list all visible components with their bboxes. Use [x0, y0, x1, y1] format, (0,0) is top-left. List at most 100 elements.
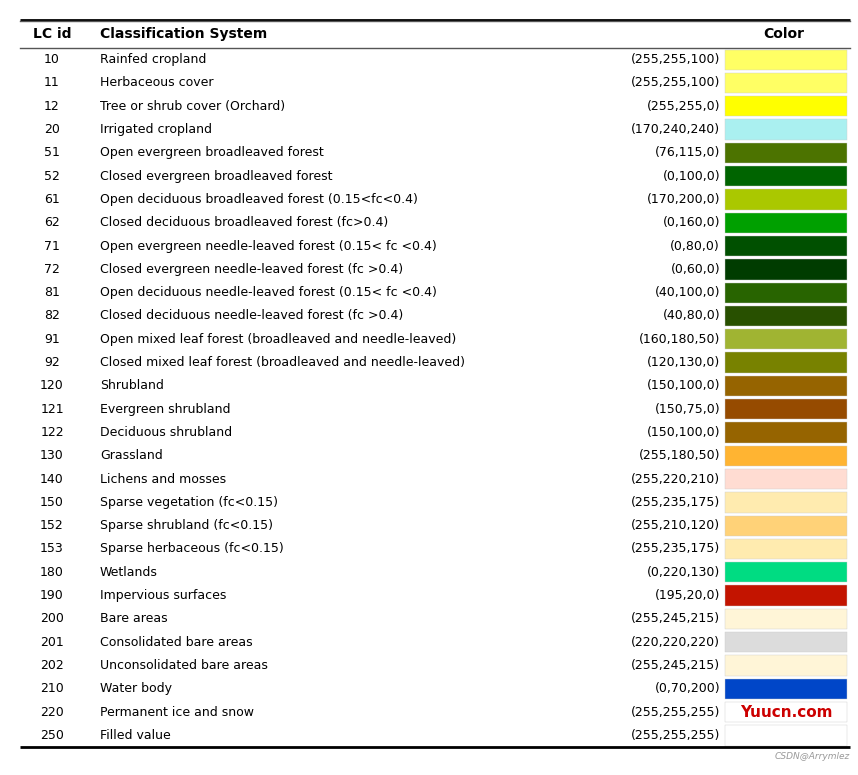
Text: (255,235,175): (255,235,175) [631, 496, 720, 509]
Bar [725, 656, 847, 676]
Bar [725, 469, 847, 489]
Bar [725, 236, 847, 257]
Text: Wetlands: Wetlands [100, 566, 158, 579]
Text: (255,180,50): (255,180,50) [638, 449, 720, 462]
Text: Open deciduous needle-leaved forest (0.15< fc <0.4): Open deciduous needle-leaved forest (0.1… [100, 286, 437, 299]
Text: (0,220,130): (0,220,130) [647, 566, 720, 579]
Text: Sparse vegetation (fc<0.15): Sparse vegetation (fc<0.15) [100, 496, 278, 509]
Bar [725, 725, 847, 746]
Bar [725, 166, 847, 186]
Text: (220,220,220): (220,220,220) [631, 636, 720, 649]
Bar [725, 632, 847, 653]
Text: 220: 220 [40, 705, 63, 718]
Bar [725, 399, 847, 419]
Text: Unconsolidated bare areas: Unconsolidated bare areas [100, 659, 268, 672]
Text: (76,115,0): (76,115,0) [655, 146, 720, 160]
Text: 150: 150 [40, 496, 64, 509]
Text: 210: 210 [40, 682, 63, 695]
Text: Permanent ice and snow: Permanent ice and snow [100, 705, 254, 718]
Text: Impervious surfaces: Impervious surfaces [100, 589, 227, 602]
Bar [725, 329, 847, 350]
Text: Yuucn.com: Yuucn.com [740, 704, 832, 719]
Text: (255,255,0): (255,255,0) [646, 100, 720, 112]
Text: (160,180,50): (160,180,50) [638, 332, 720, 346]
Text: Lichens and mosses: Lichens and mosses [100, 473, 227, 486]
Text: 153: 153 [40, 542, 63, 556]
Text: Consolidated bare areas: Consolidated bare areas [100, 636, 252, 649]
Text: (40,100,0): (40,100,0) [655, 286, 720, 299]
Text: 130: 130 [40, 449, 63, 462]
Text: Water body: Water body [100, 682, 172, 695]
Text: 140: 140 [40, 473, 63, 486]
Text: (255,220,210): (255,220,210) [631, 473, 720, 486]
Text: 52: 52 [44, 170, 60, 183]
Text: Closed deciduous needle-leaved forest (fc >0.4): Closed deciduous needle-leaved forest (f… [100, 309, 403, 322]
Text: (255,245,215): (255,245,215) [631, 612, 720, 625]
Bar [725, 353, 847, 373]
Text: Irrigated cropland: Irrigated cropland [100, 123, 212, 136]
Text: (150,75,0): (150,75,0) [655, 403, 720, 415]
Text: (255,255,255): (255,255,255) [631, 705, 720, 718]
Bar [725, 143, 847, 163]
Text: (120,130,0): (120,130,0) [647, 356, 720, 369]
Text: 120: 120 [40, 379, 63, 392]
Text: CSDN@Arrymlez: CSDN@Arrymlez [775, 752, 850, 761]
Text: 92: 92 [44, 356, 60, 369]
Text: 180: 180 [40, 566, 64, 579]
Text: 121: 121 [40, 403, 63, 415]
Text: Filled value: Filled value [100, 728, 171, 742]
Bar [725, 562, 847, 582]
Text: Closed evergreen needle-leaved forest (fc >0.4): Closed evergreen needle-leaved forest (f… [100, 263, 403, 276]
Bar [725, 679, 847, 699]
Text: Grassland: Grassland [100, 449, 163, 462]
Bar [725, 702, 847, 722]
Text: Closed deciduous broadleaved forest (fc>0.4): Closed deciduous broadleaved forest (fc>… [100, 216, 389, 229]
Bar [725, 259, 847, 280]
Text: (150,100,0): (150,100,0) [646, 379, 720, 392]
Bar [725, 50, 847, 70]
Text: 10: 10 [44, 53, 60, 66]
Text: 51: 51 [44, 146, 60, 160]
Text: 200: 200 [40, 612, 64, 625]
Text: (255,245,215): (255,245,215) [631, 659, 720, 672]
Text: 82: 82 [44, 309, 60, 322]
Bar [725, 306, 847, 326]
Text: 81: 81 [44, 286, 60, 299]
Text: (0,100,0): (0,100,0) [662, 170, 720, 183]
Text: (150,100,0): (150,100,0) [646, 426, 720, 439]
Text: Open evergreen broadleaved forest: Open evergreen broadleaved forest [100, 146, 323, 160]
Text: (0,160,0): (0,160,0) [662, 216, 720, 229]
Text: (255,255,100): (255,255,100) [631, 53, 720, 66]
Text: (40,80,0): (40,80,0) [662, 309, 720, 322]
Text: (170,240,240): (170,240,240) [631, 123, 720, 136]
Text: 61: 61 [44, 193, 60, 206]
Text: (255,255,255): (255,255,255) [631, 728, 720, 742]
Text: 201: 201 [40, 636, 63, 649]
Text: 250: 250 [40, 728, 64, 742]
Text: Evergreen shrubland: Evergreen shrubland [100, 403, 231, 415]
Bar [725, 73, 847, 93]
Text: 11: 11 [44, 77, 60, 89]
Text: (255,210,120): (255,210,120) [631, 519, 720, 532]
Text: Bare areas: Bare areas [100, 612, 167, 625]
Text: 202: 202 [40, 659, 63, 672]
Bar [725, 608, 847, 629]
Text: Color: Color [763, 27, 804, 41]
Text: Closed mixed leaf forest (broadleaved and needle-leaved): Closed mixed leaf forest (broadleaved an… [100, 356, 465, 369]
Bar [725, 585, 847, 606]
Text: (170,200,0): (170,200,0) [646, 193, 720, 206]
Text: (255,235,175): (255,235,175) [631, 542, 720, 556]
Bar [725, 422, 847, 443]
Text: Deciduous shrubland: Deciduous shrubland [100, 426, 233, 439]
Bar [725, 446, 847, 466]
Text: Closed evergreen broadleaved forest: Closed evergreen broadleaved forest [100, 170, 333, 183]
Bar [725, 96, 847, 116]
Text: Open deciduous broadleaved forest (0.15<fc<0.4): Open deciduous broadleaved forest (0.15<… [100, 193, 418, 206]
Text: Sparse herbaceous (fc<0.15): Sparse herbaceous (fc<0.15) [100, 542, 284, 556]
Text: 152: 152 [40, 519, 63, 532]
Bar [725, 283, 847, 303]
Text: LC id: LC id [33, 27, 71, 41]
Text: Sparse shrubland (fc<0.15): Sparse shrubland (fc<0.15) [100, 519, 273, 532]
Text: 72: 72 [44, 263, 60, 276]
Text: 62: 62 [44, 216, 60, 229]
